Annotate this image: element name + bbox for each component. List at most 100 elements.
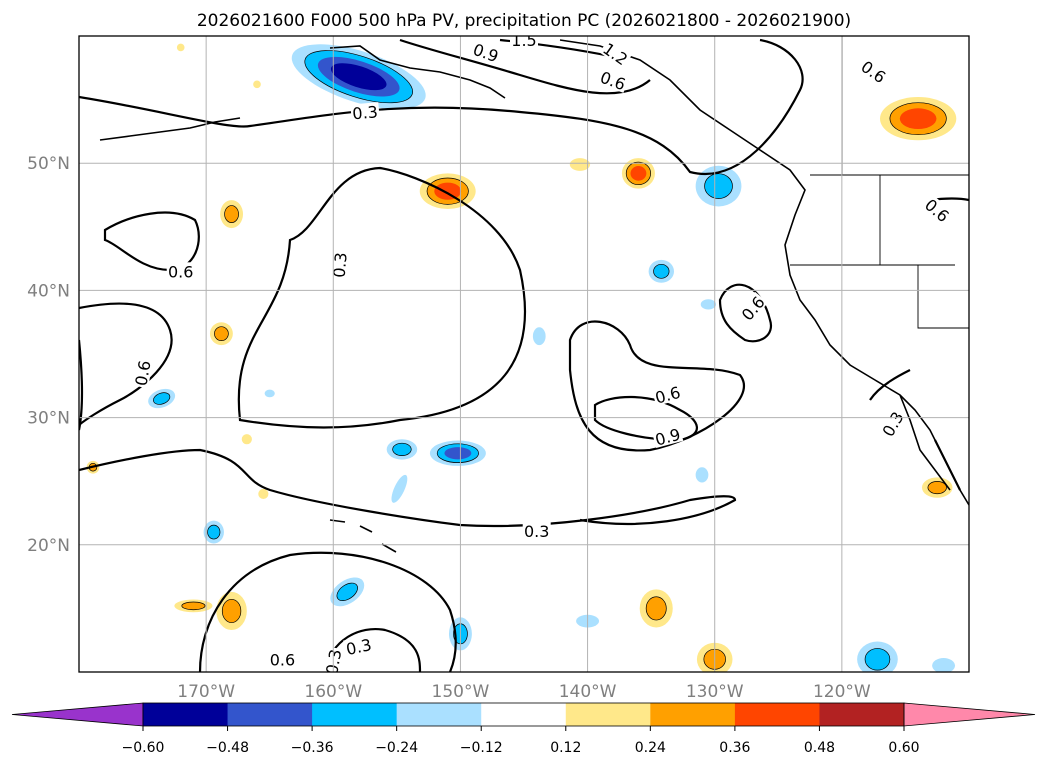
precip-level	[241, 434, 252, 445]
colorbar-segment	[396, 703, 482, 726]
latitude-tick-labels: 20°N 30°N 40°N 50°N	[27, 154, 70, 556]
lon-tick-label: 140°W	[559, 682, 617, 702]
contour-label-background	[510, 36, 538, 48]
contour-label: 0.3	[350, 102, 380, 123]
colorbar-segment	[565, 703, 651, 726]
precip-level	[434, 182, 462, 200]
precip-feature	[429, 440, 486, 466]
contour-label-text: 0.3	[352, 102, 379, 123]
precip-feature	[932, 658, 956, 672]
precip-level	[392, 442, 412, 456]
lon-tick-label: 160°W	[304, 682, 362, 702]
precip-level	[927, 481, 947, 495]
aleutian-islands	[99, 117, 241, 141]
map-frame	[78, 35, 970, 673]
contour-label-background	[131, 357, 153, 389]
precip-level	[221, 598, 242, 623]
pv-contour-0.3-southwest	[198, 551, 457, 672]
precip-level	[444, 447, 472, 460]
colorbar-segment	[650, 703, 736, 726]
lat-tick-label: 50°N	[27, 154, 70, 174]
precip-level	[932, 658, 956, 672]
lon-tick-label: 120°W	[813, 682, 871, 702]
precip-level	[264, 389, 275, 398]
precip-feature	[700, 299, 716, 310]
map-background	[79, 36, 969, 672]
precip-level	[532, 327, 546, 346]
precip-level	[176, 43, 185, 52]
map-gridlines	[79, 36, 969, 672]
contour-label-background	[350, 102, 380, 122]
colorbar-tick-label: −0.60	[122, 740, 165, 756]
colorbar-segment	[227, 703, 313, 726]
colorbar-segment	[481, 703, 567, 726]
precip-feature	[174, 599, 213, 613]
pv-contour-0.6-edge	[79, 339, 84, 431]
precip-level	[207, 524, 221, 540]
colorbar-frame	[142, 702, 905, 727]
contour-label-background	[469, 39, 503, 65]
precip-feature	[695, 165, 742, 207]
precip-level	[700, 299, 716, 310]
contour-label: 0.3	[329, 250, 351, 280]
pv-contour-0.9-east	[593, 395, 698, 442]
lat-tick-label: 40°N	[27, 281, 70, 301]
precip-feature	[857, 641, 898, 672]
precip-feature	[391, 474, 408, 503]
colorbar-tick-label: −0.48	[206, 740, 249, 756]
precip-level	[153, 392, 171, 405]
contour-label: 0.3	[522, 521, 551, 541]
contour-label-text: 0.3	[524, 522, 549, 541]
contour-label: 0.6	[268, 650, 297, 669]
contour-label: 0.6	[166, 262, 195, 281]
precip-feature	[241, 434, 252, 445]
contour-label-text: 0.3	[344, 635, 373, 659]
contour-label: 0.6	[651, 382, 684, 408]
precip-feature	[880, 97, 957, 141]
precipitation-fill-layer	[86, 43, 957, 672]
contour-label-text: 0.6	[168, 262, 193, 281]
colorbar-extend-low	[11, 702, 144, 727]
contour-label-background	[329, 250, 349, 280]
alaska-coastline	[329, 45, 506, 99]
precip-level	[181, 601, 206, 611]
precip-level	[645, 596, 667, 621]
precip-feature	[220, 200, 244, 229]
precip-feature	[209, 322, 233, 346]
colorbar-tick-label: −0.24	[375, 740, 418, 756]
precip-feature	[386, 439, 418, 460]
precip-feature	[264, 389, 275, 398]
colorbar-tick-label: 0.36	[719, 740, 750, 756]
precip-level	[704, 173, 733, 199]
colorbar-tick-label: 0.12	[550, 740, 581, 756]
contour-label: 0.3	[343, 634, 375, 659]
precip-feature	[648, 259, 675, 283]
lat-tick-label: 30°N	[27, 409, 70, 429]
precip-level	[330, 63, 387, 91]
colorbar-tick-label: 0.60	[888, 740, 919, 756]
contour-label-background	[921, 194, 954, 226]
pv-contour-0.6-aleutian	[103, 211, 200, 272]
precip-level	[336, 582, 358, 602]
contour-labels: 0.30.30.30.30.30.30.60.60.60.60.60.60.60…	[131, 31, 954, 672]
lon-tick-label: 150°W	[432, 682, 490, 702]
precip-feature	[621, 158, 655, 189]
contour-label-background	[599, 38, 633, 69]
precip-feature	[639, 589, 673, 628]
precip-feature	[258, 488, 269, 500]
pv-contour-0.3-center	[237, 166, 527, 429]
precip-level	[653, 263, 670, 279]
precip-level	[864, 648, 891, 671]
contour-label-background	[268, 650, 297, 668]
precip-level	[899, 108, 937, 130]
precip-feature	[176, 43, 185, 52]
contour-label-background	[597, 67, 630, 93]
precip-feature	[695, 467, 709, 483]
contour-label-background	[166, 262, 195, 280]
precip-level	[224, 205, 239, 223]
contour-label-text: 0.3	[330, 251, 351, 278]
precip-feature	[532, 327, 546, 346]
north-america-coastline	[559, 39, 969, 506]
contour-label-text: 1.5	[511, 31, 536, 50]
